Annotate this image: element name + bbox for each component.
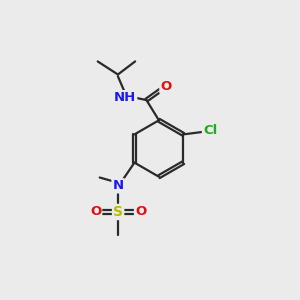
Text: Cl: Cl — [203, 124, 217, 137]
Text: O: O — [135, 206, 146, 218]
Text: N: N — [112, 179, 124, 192]
Text: O: O — [90, 206, 101, 218]
Text: O: O — [160, 80, 172, 93]
Text: S: S — [113, 205, 123, 219]
Text: NH: NH — [114, 91, 136, 104]
